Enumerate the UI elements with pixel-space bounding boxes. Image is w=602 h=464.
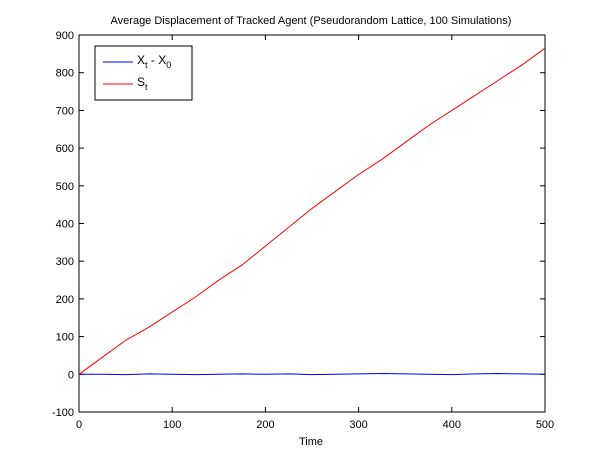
x-tick-label: 0 <box>76 419 82 431</box>
y-tick-label: 500 <box>56 181 74 193</box>
x-tick-label: 500 <box>536 419 554 431</box>
chart-title: Average Displacement of Tracked Agent (P… <box>111 15 512 27</box>
series-line-xt-minus-x0 <box>79 373 546 376</box>
y-tick-label: 900 <box>56 30 74 42</box>
y-tick-label: 600 <box>56 143 74 155</box>
y-tick-label: 0 <box>68 369 74 381</box>
legend-entry-1: St <box>137 75 148 92</box>
x-tick-label: 200 <box>256 419 274 431</box>
x-tick-label: 300 <box>349 419 367 431</box>
x-axis-label: Time <box>299 436 323 448</box>
series-line-st <box>78 47 546 375</box>
plot-area: 0 100 200 300 400 500-10001002003004005006007… <box>52 30 554 431</box>
y-tick-label: 800 <box>56 68 74 80</box>
y-tick-label: 200 <box>56 294 74 306</box>
y-tick-label: 400 <box>56 219 74 231</box>
y-tick-label: -100 <box>52 407 74 419</box>
x-tick-label: 400 <box>443 419 461 431</box>
x-tick-label: 100 <box>163 419 181 431</box>
legend-box <box>94 45 193 101</box>
legend: Xt - X0 St <box>94 45 193 101</box>
y-tick-label: 700 <box>56 105 74 117</box>
legend-entry-0: Xt - X0 <box>137 53 171 70</box>
y-tick-label: 300 <box>56 256 74 268</box>
y-tick-label: 100 <box>56 332 74 344</box>
